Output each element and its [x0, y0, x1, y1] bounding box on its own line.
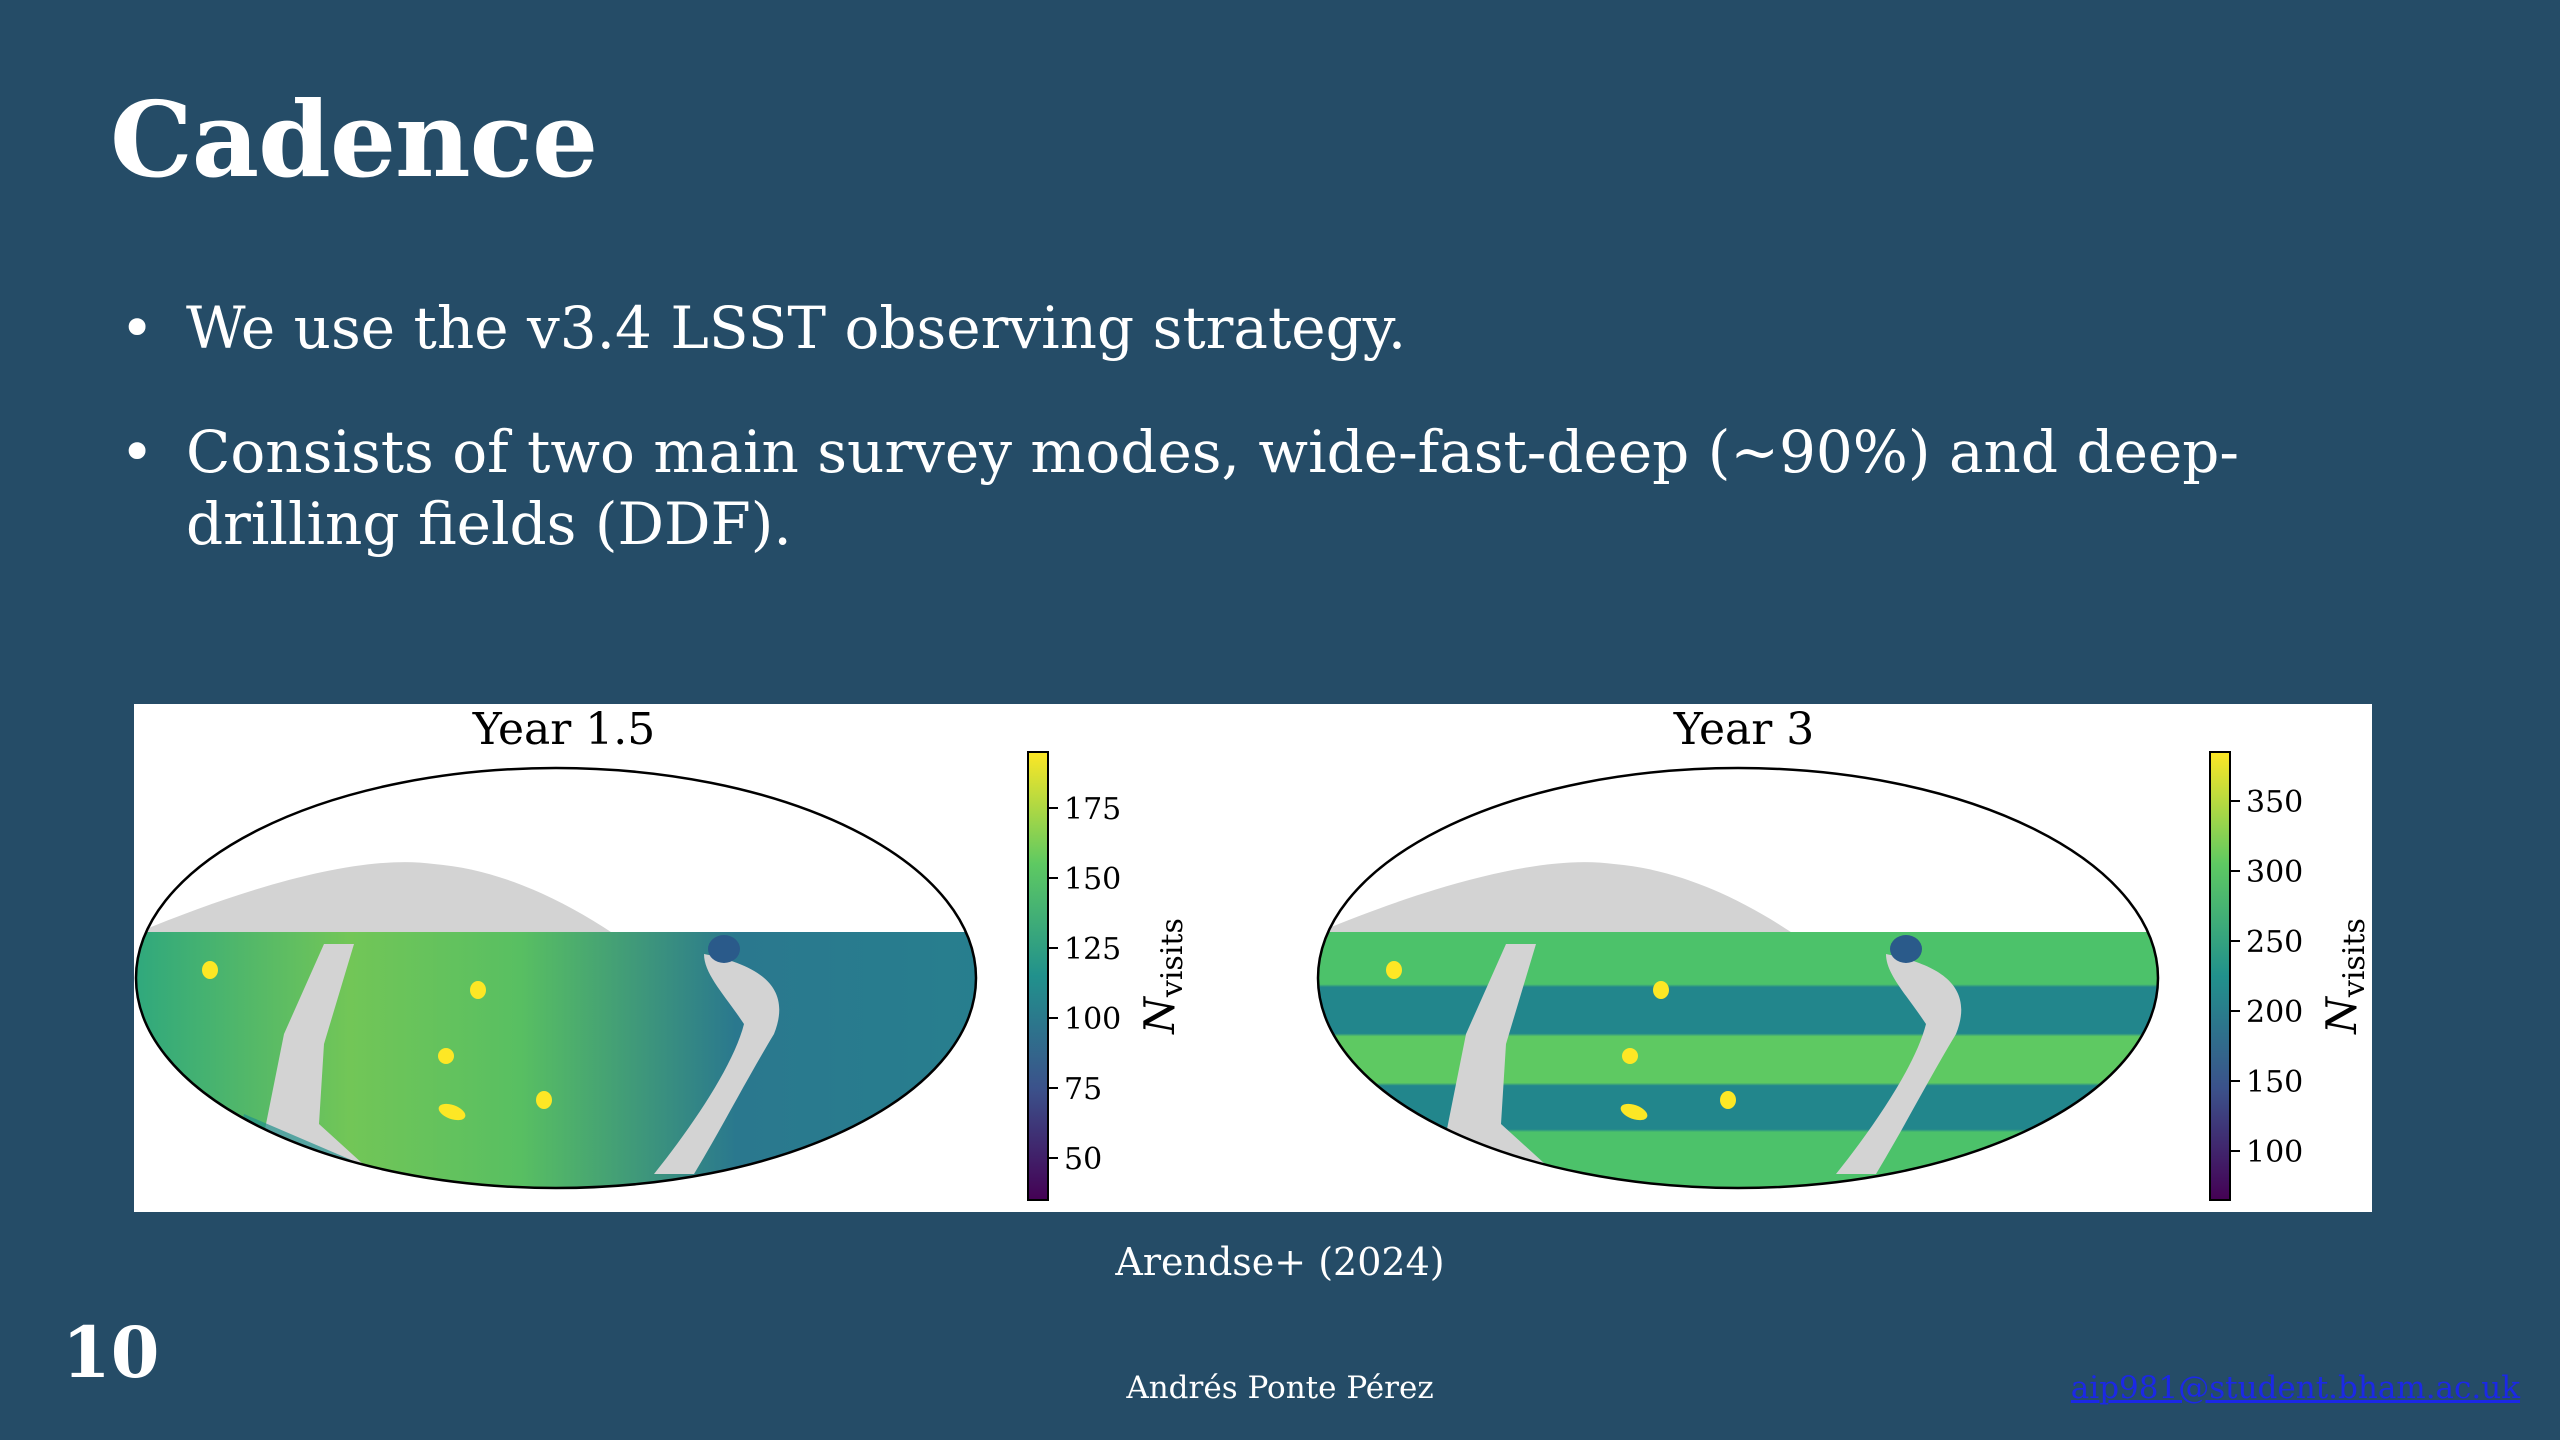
- colorbar-tick-label: 75: [1064, 1072, 1102, 1107]
- footer-author: Andrés Ponte Pérez: [1126, 1370, 1434, 1406]
- ddf-field: [1653, 981, 1669, 999]
- colorbar-tick-label: 175: [1064, 792, 1121, 827]
- figure-caption: Arendse+ (2024): [1115, 1240, 1445, 1284]
- bullet-item: We use the v3.4 LSST observing strategy.: [120, 292, 2450, 364]
- ddf-field: [1622, 1048, 1638, 1064]
- colorbar-tick-label: 150: [2246, 1065, 2303, 1100]
- slide-title: Cadence: [110, 78, 598, 201]
- colorbar-2: 100 150 200 250 300 350 Nvisits: [2209, 751, 2372, 1201]
- ddf-field: [1620, 1103, 1648, 1121]
- colorbar-1: 50 75 100 125 150 175 Nvisits: [1027, 751, 1190, 1201]
- colorbar-tick-label: 300: [2246, 855, 2303, 890]
- colorbar-tick-label: 150: [1064, 862, 1121, 897]
- ddf-field: [438, 1048, 454, 1064]
- bullet-list: We use the v3.4 LSST observing strategy.…: [120, 292, 2450, 612]
- colorbar-tick-label: 50: [1064, 1142, 1102, 1177]
- ddf-field: [1720, 1091, 1736, 1109]
- ddf-field: [470, 981, 486, 999]
- colorbar-tick-label: 350: [2246, 785, 2303, 820]
- bullet-item: Consists of two main survey modes, wide-…: [120, 416, 2450, 560]
- panel-title: Year 3: [1673, 704, 1815, 755]
- slide-number: 10: [62, 1311, 160, 1394]
- colorbar-label: Nvisits: [1135, 918, 1190, 1035]
- footer-email-link[interactable]: aip981@student.bham.ac.uk: [2070, 1370, 2520, 1406]
- colorbar-tick-label: 100: [1064, 1002, 1121, 1037]
- colorbar-tick-label: 200: [2246, 995, 2303, 1030]
- ddf-field: [438, 1103, 466, 1121]
- ddf-field: [202, 961, 218, 979]
- ddf-field: [1386, 961, 1402, 979]
- ddf-field: [536, 1091, 552, 1109]
- colorbar-tick-label: 250: [2246, 925, 2303, 960]
- colorbar-tick-label: 100: [2246, 1135, 2303, 1170]
- colorbar-label: Nvisits: [2317, 918, 2372, 1035]
- sky-map-panel-1: Year 1.5 50 75 100 125 150 175 Nvisits: [134, 704, 1190, 1201]
- sky-map-figure: Year 1.5 50 75 100 125 150 175 Nvisits: [134, 704, 2372, 1212]
- colorbar-tick-label: 125: [1064, 932, 1121, 967]
- sky-map-panel-2: Year 3 100 150 200 250 300 350 Nvisits: [1316, 704, 2372, 1201]
- panel-title: Year 1.5: [472, 704, 656, 755]
